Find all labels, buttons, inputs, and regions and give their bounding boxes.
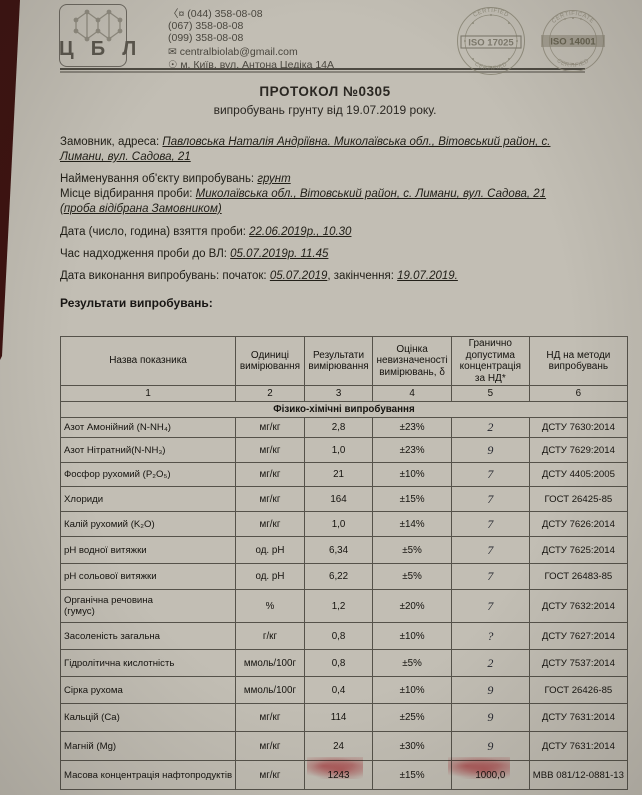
svg-text:ISO 17025: ISO 17025 — [468, 38, 514, 49]
svg-text:CERTIFIED: CERTIFIED — [556, 58, 591, 69]
svg-text:ISO 14001: ISO 14001 — [550, 37, 596, 48]
svg-text:CERTIFIED: CERTIFIED — [473, 61, 508, 72]
svg-text:CERTIFIED: CERTIFIED — [472, 8, 509, 19]
